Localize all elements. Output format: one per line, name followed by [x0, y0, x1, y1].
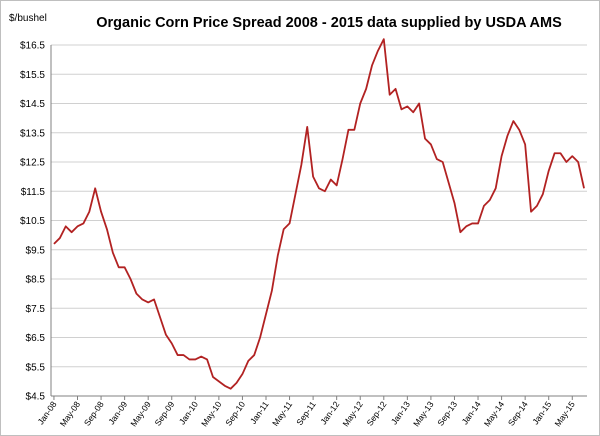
- x-tick-labels: Jan-08 May-08 Sep-08 Jan-09 May-09 Sep-09 Jan-…: [35, 396, 577, 428]
- y-tick-label: $15.5: [20, 70, 45, 81]
- x-tick-label: Jan-08: [35, 399, 58, 426]
- y-tick-label: $11.5: [21, 187, 46, 198]
- x-tick-label: May-08: [58, 399, 83, 428]
- x-tick-label: Sep-11: [294, 399, 318, 427]
- x-tick-label: Jan-15: [530, 399, 553, 426]
- x-tick-label: Jan-09: [106, 399, 129, 426]
- x-tick-label: May-09: [128, 399, 153, 428]
- axes: [50, 45, 587, 397]
- y-tick-label: $7.5: [26, 304, 46, 315]
- x-tick-label: Jan-13: [389, 399, 412, 426]
- y-tick-label: $16.5: [20, 41, 45, 52]
- x-tick-label: Sep-14: [506, 399, 530, 427]
- x-tick-label: May-13: [411, 399, 436, 428]
- y-tick-label: $10.5: [20, 216, 45, 227]
- y-tick-label: $14.5: [20, 99, 45, 110]
- x-tick-label: Sep-12: [365, 399, 389, 427]
- y-axis-unit-label: $/bushel: [9, 13, 47, 24]
- y-tick-label: $5.5: [26, 362, 46, 373]
- x-tick-label: May-12: [340, 399, 365, 428]
- x-tick-label: Sep-09: [152, 399, 176, 427]
- x-tick-label: Sep-13: [435, 399, 459, 427]
- y-tick-label: $8.5: [26, 275, 46, 286]
- x-tick-label: May-14: [482, 399, 507, 428]
- x-tick-label: May-11: [270, 399, 294, 428]
- y-tick-labels: $4.5 $5.5 $6.5 $7.5 $8.5 $9.5 $10.5 $11.5 $12.5 $…: [20, 41, 45, 403]
- x-tick-label: Jan-14: [460, 399, 483, 426]
- y-tick-label: $4.5: [26, 392, 46, 403]
- y-tick-label: $6.5: [26, 333, 46, 344]
- chart-title: Organic Corn Price Spread 2008 - 2015 da…: [96, 15, 562, 31]
- series-line-organic-corn-price: [53, 38, 585, 390]
- x-tick-label: Sep-10: [223, 399, 247, 427]
- y-tick-label: $13.5: [20, 128, 45, 139]
- x-tick-label: Jan-10: [177, 399, 200, 426]
- x-tick-label: Jan-12: [318, 399, 341, 426]
- x-tick-label: Sep-08: [82, 399, 106, 427]
- gridlines: [51, 44, 587, 368]
- x-tick-label: May-10: [199, 399, 224, 428]
- x-tick-label: May-15: [552, 399, 577, 428]
- y-tick-label: $12.5: [20, 158, 45, 169]
- series-group: [53, 38, 585, 390]
- x-tick-label: Jan-11: [248, 399, 271, 426]
- y-tick-label: $9.5: [26, 245, 46, 256]
